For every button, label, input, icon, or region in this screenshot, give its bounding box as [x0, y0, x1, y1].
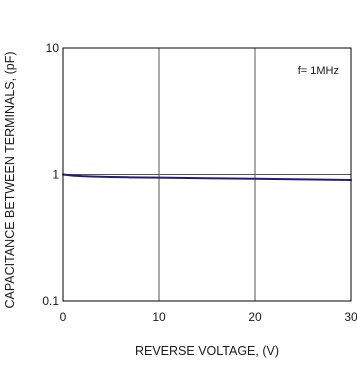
x-tick-label: 10	[152, 310, 166, 324]
plot-frame	[62, 47, 352, 302]
tick-labels: 0 10 20 30 0.1 1 10	[42, 41, 357, 324]
y-axis-title: CAPACITANCE BETWEEN TERMINALS, (pF)	[3, 52, 17, 309]
y-tick-label: 0.1	[42, 294, 59, 308]
grid-lines	[63, 48, 351, 301]
x-tick-label: 0	[60, 310, 67, 324]
x-tick-label: 30	[344, 310, 357, 324]
x-tick-label: 20	[248, 310, 262, 324]
capacitance-curve	[62, 173, 352, 181]
y-tick-label: 10	[46, 41, 60, 55]
series-layer	[62, 173, 352, 181]
x-axis-title: REVERSE VOLTAGE, (V)	[135, 344, 279, 358]
frequency-annotation: f= 1MHz	[298, 65, 339, 77]
y-tick-label: 1	[52, 168, 59, 182]
